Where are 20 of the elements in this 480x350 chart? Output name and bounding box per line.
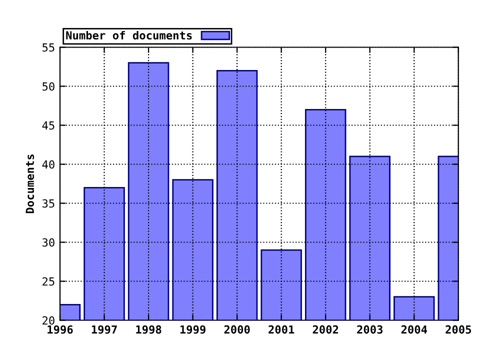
x-tick-label: 2000 bbox=[224, 325, 250, 334]
y-tick-label: 35 bbox=[42, 199, 54, 208]
x-tick-label: 2001 bbox=[268, 325, 294, 334]
y-tick-label: 20 bbox=[42, 316, 54, 325]
y-tick-label: 45 bbox=[42, 121, 54, 130]
y-tick-label: 40 bbox=[42, 160, 54, 169]
y-tick-label: 25 bbox=[42, 277, 54, 286]
x-tick-label: 1997 bbox=[92, 325, 117, 334]
x-tick-label: 2005 bbox=[446, 325, 472, 334]
x-tick-label: 2004 bbox=[401, 325, 428, 334]
x-tick-label: 2002 bbox=[312, 325, 338, 334]
legend-label: Number of documents bbox=[66, 30, 192, 40]
y-tick-label: 55 bbox=[42, 43, 54, 52]
x-tick-label: 1996 bbox=[48, 325, 73, 334]
y-axis-title: Documents bbox=[26, 154, 34, 214]
y-tick-label: 30 bbox=[42, 238, 54, 247]
x-tick-label: 1998 bbox=[136, 325, 162, 334]
x-tick-label: 2003 bbox=[357, 325, 383, 334]
y-tick-label: 50 bbox=[42, 82, 54, 91]
x-tick-label: 1999 bbox=[180, 325, 206, 334]
